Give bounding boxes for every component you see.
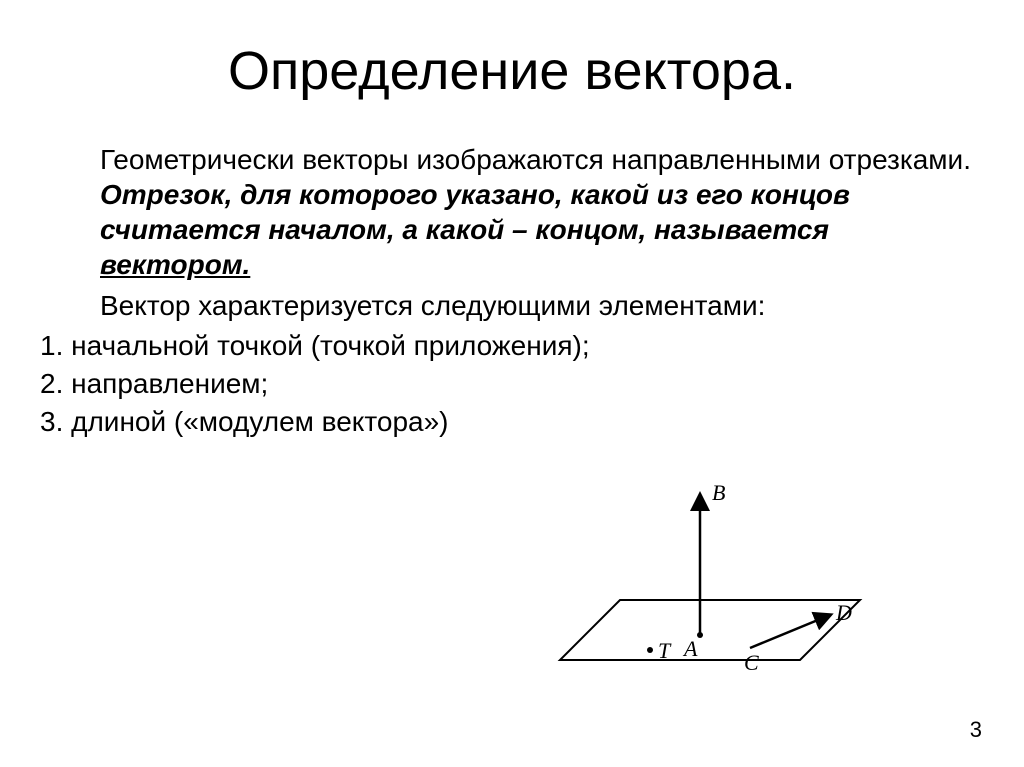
label-b: B bbox=[712, 480, 725, 505]
vector-word: вектором. bbox=[100, 249, 250, 280]
paragraph-1: Геометрически векторы изображаются напра… bbox=[100, 142, 984, 282]
list-item-3: 3. длиной («модулем вектора») bbox=[40, 403, 984, 441]
intro-text: Геометрически векторы изображаются напра… bbox=[100, 144, 971, 175]
point-a bbox=[697, 632, 703, 638]
page-number: 3 bbox=[970, 717, 982, 743]
point-t bbox=[647, 647, 653, 653]
label-c: C bbox=[744, 650, 759, 675]
characteristics-list: 1. начальной точкой (точкой приложения);… bbox=[40, 327, 984, 440]
list-item-2: 2. направлением; bbox=[40, 365, 984, 403]
plane-shape bbox=[560, 600, 860, 660]
vector-diagram: A B C D T bbox=[540, 480, 900, 710]
paragraph-2: Вектор характеризуется следующими элемен… bbox=[100, 288, 984, 323]
label-d: D bbox=[835, 600, 852, 625]
slide-title: Определение вектора. bbox=[40, 40, 984, 102]
definition-text: Отрезок, для которого указано, какой из … bbox=[100, 179, 850, 245]
label-a: A bbox=[682, 636, 698, 661]
label-t: T bbox=[658, 638, 672, 663]
list-item-1: 1. начальной точкой (точкой приложения); bbox=[40, 327, 984, 365]
